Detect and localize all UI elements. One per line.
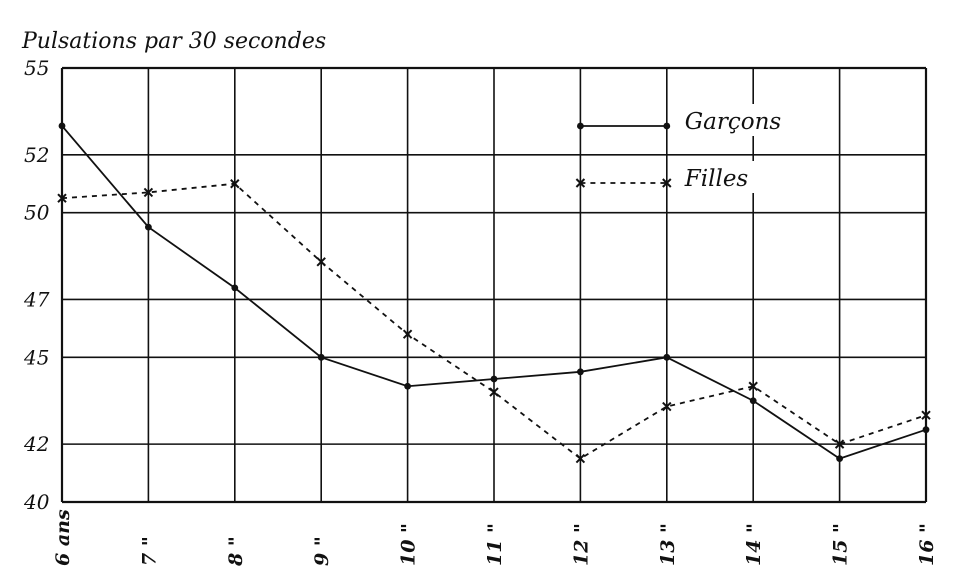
cross-stroke (316, 257, 326, 267)
cross-stroke (575, 453, 586, 464)
legend: Garçons Filles (575, 104, 789, 193)
cross-stroke (489, 387, 499, 397)
point-marker (145, 223, 152, 231)
x-tick-label: 6 ans (52, 509, 74, 566)
series-garcons (58, 122, 930, 462)
x-tick-label: 11 " (484, 523, 506, 566)
point-marker (490, 375, 498, 383)
cross-marker (662, 401, 672, 412)
cross-marker (57, 193, 67, 203)
point-marker (404, 382, 411, 390)
series-line (61, 182, 927, 460)
cross-stroke (575, 178, 586, 188)
cross-stroke (230, 179, 240, 189)
cross-stroke (921, 410, 931, 420)
cross-stroke (57, 193, 67, 203)
point-marker (577, 368, 584, 376)
x-tick-label: 8 " (225, 536, 247, 567)
x-tick-label: 9 " (311, 536, 333, 566)
cross-marker (230, 179, 240, 189)
series-filles (57, 179, 931, 464)
cross-marker (489, 387, 499, 397)
point-marker (317, 353, 325, 361)
cross-marker (921, 410, 931, 420)
x-tick-label: 15 " (830, 523, 852, 566)
cross-stroke (662, 178, 672, 188)
x-tick-label: 16 " (916, 523, 938, 566)
legend-label-bg (678, 104, 789, 136)
point-marker (58, 122, 66, 130)
point-marker (577, 122, 584, 130)
x-tick-label: 7 " (138, 536, 160, 566)
tick-labels: 40 42 45 47 50 52 55 6 ans 7 " 8 " 9 " 10 " 11 " 12 "… (23, 56, 938, 567)
point-marker (922, 426, 930, 434)
y-tick-label: 47 (23, 287, 50, 311)
legend-entry: Filles (575, 161, 789, 193)
x-tick-label: 12 " (570, 523, 592, 566)
cross-marker (662, 178, 672, 188)
y-axis-title: Pulsations par 30 secondes (21, 29, 326, 54)
point-marker (663, 353, 671, 361)
x-tick-label: 10 " (398, 523, 420, 566)
cross-stroke (143, 187, 154, 198)
point-marker (663, 122, 671, 130)
cross-marker (575, 453, 586, 464)
cross-marker (316, 257, 326, 267)
legend-entry: Garçons (577, 104, 789, 136)
y-tick-label: 55 (24, 56, 49, 80)
point-marker (231, 284, 239, 292)
y-tick-label: 45 (23, 345, 49, 369)
y-tick-label: 50 (24, 201, 50, 225)
x-tick-label: 14 " (743, 523, 765, 566)
legend-label: Garçons (685, 109, 782, 135)
legend-label: Filles (684, 166, 749, 192)
cross-stroke (834, 439, 845, 449)
grid (60, 66, 928, 504)
legend-label-bg (678, 161, 789, 193)
cross-stroke (748, 381, 758, 391)
x-tick-label: 13 " (657, 523, 679, 566)
series-layer (57, 122, 931, 464)
cross-marker (748, 381, 758, 391)
cross-marker (834, 439, 845, 449)
y-tick-label: 42 (23, 432, 49, 456)
cross-marker (575, 178, 586, 188)
cross-stroke (402, 329, 413, 339)
cross-marker (143, 187, 154, 198)
cross-stroke (662, 401, 672, 412)
cross-marker (402, 329, 413, 339)
point-marker (749, 397, 757, 405)
y-tick-label: 40 (23, 490, 50, 514)
point-marker (836, 455, 843, 462)
y-tick-label: 52 (24, 143, 49, 167)
